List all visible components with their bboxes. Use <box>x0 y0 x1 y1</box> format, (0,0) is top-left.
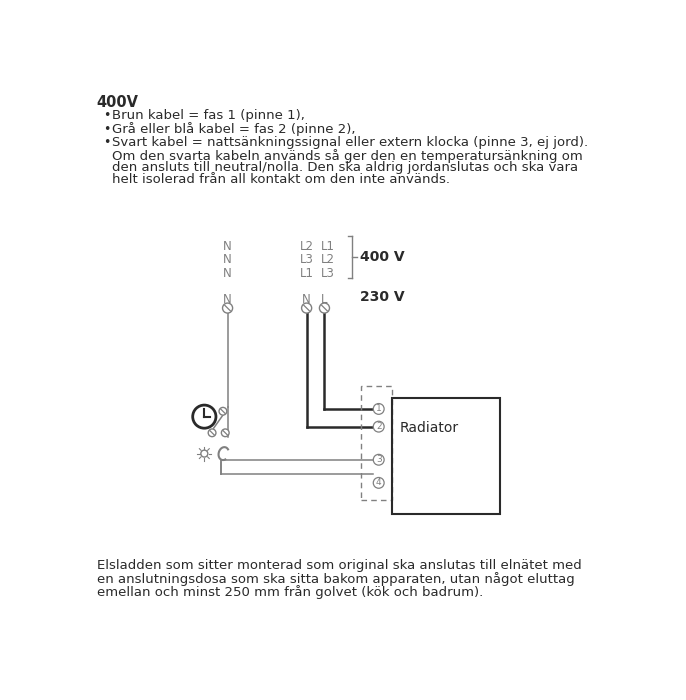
Bar <box>392 398 500 514</box>
Text: N: N <box>303 293 311 307</box>
Text: emellan och minst 250 mm från golvet (kök och badrum).: emellan och minst 250 mm från golvet (kö… <box>97 585 483 599</box>
Text: L1: L1 <box>300 267 314 280</box>
Circle shape <box>222 303 233 313</box>
Text: helt isolerad från all kontakt om den inte används.: helt isolerad från all kontakt om den in… <box>112 174 450 186</box>
Circle shape <box>373 421 384 432</box>
Text: 2: 2 <box>376 422 381 431</box>
Circle shape <box>373 454 384 465</box>
Text: L3: L3 <box>320 267 335 280</box>
Text: N: N <box>223 239 232 253</box>
Text: 1: 1 <box>376 405 381 414</box>
Text: den ansluts till neutral/nolla. Den ska aldrig jordanslutas och ska vara: den ansluts till neutral/nolla. Den ska … <box>112 161 578 174</box>
Text: •: • <box>103 136 110 149</box>
Text: •: • <box>103 108 110 122</box>
Circle shape <box>373 403 384 414</box>
Text: en anslutningsdosa som ska sitta bakom apparaten, utan något eluttag: en anslutningsdosa som ska sitta bakom a… <box>97 572 574 586</box>
Text: 400V: 400V <box>97 94 139 110</box>
Circle shape <box>222 429 229 437</box>
Circle shape <box>208 429 216 437</box>
Text: Brun kabel = fas 1 (pinne 1),: Brun kabel = fas 1 (pinne 1), <box>112 108 305 122</box>
Bar <box>361 386 392 500</box>
Circle shape <box>320 303 329 313</box>
Text: L: L <box>321 293 328 307</box>
Text: L2: L2 <box>300 239 314 253</box>
Text: Elsladden som sitter monterad som original ska anslutas till elnätet med: Elsladden som sitter monterad som origin… <box>97 559 581 572</box>
Circle shape <box>219 407 227 415</box>
Text: 4: 4 <box>376 478 381 487</box>
Text: L2: L2 <box>320 253 335 267</box>
Text: L1: L1 <box>320 239 335 253</box>
Text: Radiator: Radiator <box>400 421 459 435</box>
Circle shape <box>373 477 384 489</box>
Text: N: N <box>223 293 232 307</box>
Text: Svart kabel = nattsänkningssignal eller extern klocka (pinne 3, ej jord).: Svart kabel = nattsänkningssignal eller … <box>112 136 588 149</box>
Circle shape <box>302 303 311 313</box>
Text: 3: 3 <box>376 455 381 464</box>
Text: N: N <box>223 253 232 267</box>
Text: 230 V: 230 V <box>360 290 405 304</box>
Text: •: • <box>103 122 110 136</box>
Text: 400 V: 400 V <box>360 251 405 264</box>
Circle shape <box>193 405 216 428</box>
Text: L3: L3 <box>300 253 314 267</box>
Text: Grå eller blå kabel = fas 2 (pinne 2),: Grå eller blå kabel = fas 2 (pinne 2), <box>112 122 355 136</box>
Text: Om den svarta kabeln används så ger den en temperatursänkning om: Om den svarta kabeln används så ger den … <box>112 148 583 162</box>
Text: N: N <box>223 267 232 280</box>
